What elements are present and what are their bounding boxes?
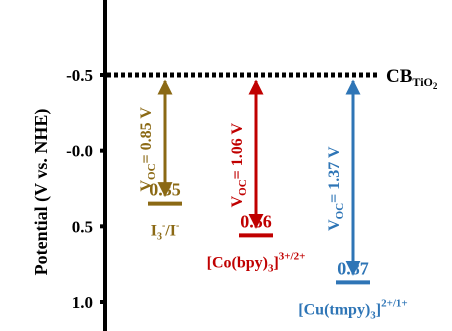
level-value: 0.56 [240, 211, 272, 231]
y-tick-label: -0.5 [66, 66, 93, 85]
voc-label-v: V [326, 219, 343, 231]
level-value: 0.87 [337, 258, 369, 278]
conduction-band-label: CBTiO2 [386, 66, 438, 91]
cb-label-sub2: 2 [433, 81, 438, 91]
y-ticks: -0.5 -0.0 0.5 1.0 [66, 66, 107, 312]
voc-label-sub: OC [334, 203, 346, 220]
y-tick-label: -0.0 [66, 142, 93, 161]
couple-label: [Cu(tmpy)3]2+/1+ [298, 297, 407, 321]
voc-label-sub: OC [146, 163, 158, 180]
voc-label-sub: OC [237, 179, 249, 196]
redox-level-1: 0.56 VOC= 1.06 V [Co(bpy)3]3+/2+ [207, 79, 306, 274]
voc-label: VOC= 1.37 V [326, 146, 346, 231]
redox-level-2: 0.87 VOC= 1.37 V [Cu(tmpy)3]2+/1+ [298, 79, 408, 321]
cb-label-sub: TiO [412, 75, 432, 89]
y-axis-label: Potential (V vs. NHE) [31, 109, 52, 276]
voc-label-value: = 1.06 V [229, 123, 246, 180]
voc-label-v: V [229, 195, 246, 207]
y-tick-label: 0.5 [72, 217, 93, 236]
cb-label-main: CB [386, 66, 413, 87]
couple-label: I3-/I- [151, 221, 180, 243]
voc-label: VOC= 0.85 V [138, 107, 158, 192]
voc-label-value: = 1.37 V [326, 146, 343, 203]
voc-label-value: = 0.85 V [138, 107, 155, 164]
y-tick-label: 1.0 [72, 293, 93, 312]
level-value: 0.35 [149, 180, 181, 200]
voc-label: VOC= 1.06 V [229, 123, 249, 208]
voc-label-v: V [138, 180, 155, 192]
couple-label: [Co(bpy)3]3+/2+ [207, 250, 306, 274]
